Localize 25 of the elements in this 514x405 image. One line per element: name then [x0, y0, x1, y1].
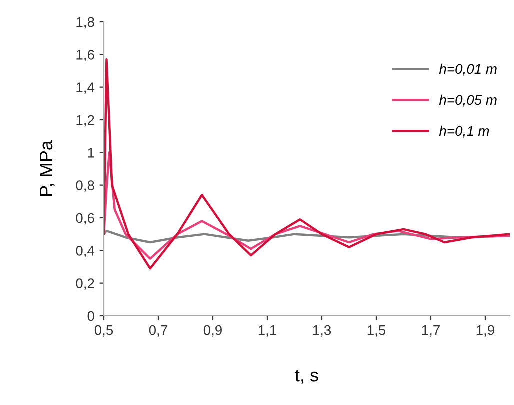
y-tick-label: 1 [88, 148, 94, 158]
y-tick-label: 0,6 [76, 213, 94, 225]
x-tick-label: 0,7 [149, 325, 168, 337]
y-axis-title: P, MPa [40, 140, 55, 196]
y-tick-label: 0 [88, 311, 94, 322]
line-series [104, 58, 510, 270]
line-series [104, 152, 510, 260]
legend-label: h=0,01 m [439, 64, 497, 76]
x-tick-label: 1,3 [313, 325, 332, 337]
x-axis-title: t, s [295, 370, 318, 384]
x-tick-label: 1,5 [368, 326, 386, 337]
x-tick-label: 1,9 [476, 325, 494, 337]
x-tick-label: 0,9 [204, 325, 222, 337]
y-tick-label: 1,8 [76, 17, 94, 29]
y-tick-label: 1,4 [76, 82, 95, 94]
x-tick-label: 1,1 [258, 326, 276, 337]
y-tick-label: 0,4 [76, 246, 95, 258]
y-tick-label: 1,6 [76, 50, 94, 62]
legend-label: h=0,05 m [439, 94, 497, 107]
x-tick-label: 1,7 [422, 326, 440, 337]
y-tick-label: 0,8 [76, 180, 94, 192]
legend-label: h=0,1 m [439, 126, 490, 138]
y-tick-label: 0,2 [76, 278, 94, 290]
y-tick-label: 1,2 [76, 115, 94, 127]
x-tick-label: 0,5 [94, 325, 114, 337]
